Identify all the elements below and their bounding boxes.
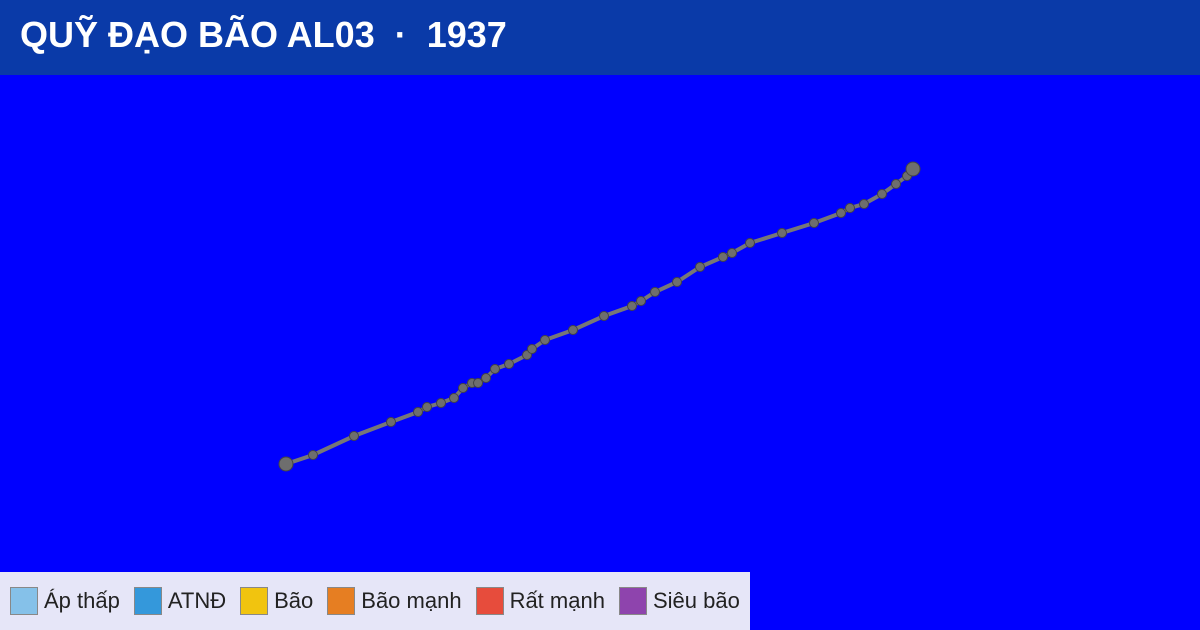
legend-swatch (133, 587, 162, 615)
track-point (836, 208, 846, 218)
track-point (481, 373, 491, 383)
track-point (568, 325, 578, 335)
legend-label: ATNĐ (167, 588, 227, 613)
legend-item: Áp thấp (10, 587, 120, 615)
track-point (636, 296, 646, 306)
legend: Áp thấp ATNĐ Bão Bão mạnh Rất mạnh Siêu bão (0, 572, 750, 630)
track-point (727, 248, 737, 258)
track-point (877, 189, 887, 199)
legend-label: Bão mạnh (361, 588, 462, 613)
track-point (449, 393, 459, 403)
legend-swatch (327, 587, 356, 615)
track-point (413, 407, 423, 417)
legend-swatch (240, 587, 269, 615)
legend-swatch (475, 587, 504, 615)
track-point (490, 364, 500, 374)
header: QUỸ ĐẠO BÃO AL03 · 1937 (0, 0, 1200, 75)
legend-item: Rất mạnh (475, 587, 605, 615)
track-point (504, 359, 514, 369)
legend-swatch (10, 587, 38, 615)
track-point (650, 287, 660, 297)
legend-label: Bão (274, 588, 314, 613)
legend-label: Rất mạnh (509, 588, 605, 613)
legend-item: Bão mạnh (327, 587, 462, 615)
track-point (436, 398, 446, 408)
legend-item: ATNĐ (133, 587, 227, 615)
track-point (672, 277, 682, 287)
track-point (308, 450, 318, 460)
track-point (695, 262, 705, 272)
track-point (540, 335, 550, 345)
legend-item: Bão (240, 587, 313, 615)
track-point (891, 179, 901, 189)
title: QUỸ ĐẠO BÃO AL03 · 1937 (20, 14, 507, 55)
track-point (809, 218, 819, 228)
legend-label: Áp thấp (44, 588, 120, 613)
track-point (627, 301, 637, 311)
track-point (859, 199, 869, 209)
legend-label: Siêu bão (652, 588, 740, 613)
track-point (599, 311, 609, 321)
track-point (278, 456, 294, 472)
track-point (905, 161, 921, 177)
track-point (718, 252, 728, 262)
track-point (473, 378, 483, 388)
track-point (777, 228, 787, 238)
track-point (745, 238, 755, 248)
track-point (527, 344, 537, 354)
legend-item: Siêu bão (618, 587, 740, 615)
track-points (278, 161, 921, 472)
track-point (349, 431, 359, 441)
track-point (422, 402, 432, 412)
track-point (458, 383, 468, 393)
track-point (386, 417, 396, 427)
legend-swatch (618, 587, 647, 615)
track-point (845, 203, 855, 213)
